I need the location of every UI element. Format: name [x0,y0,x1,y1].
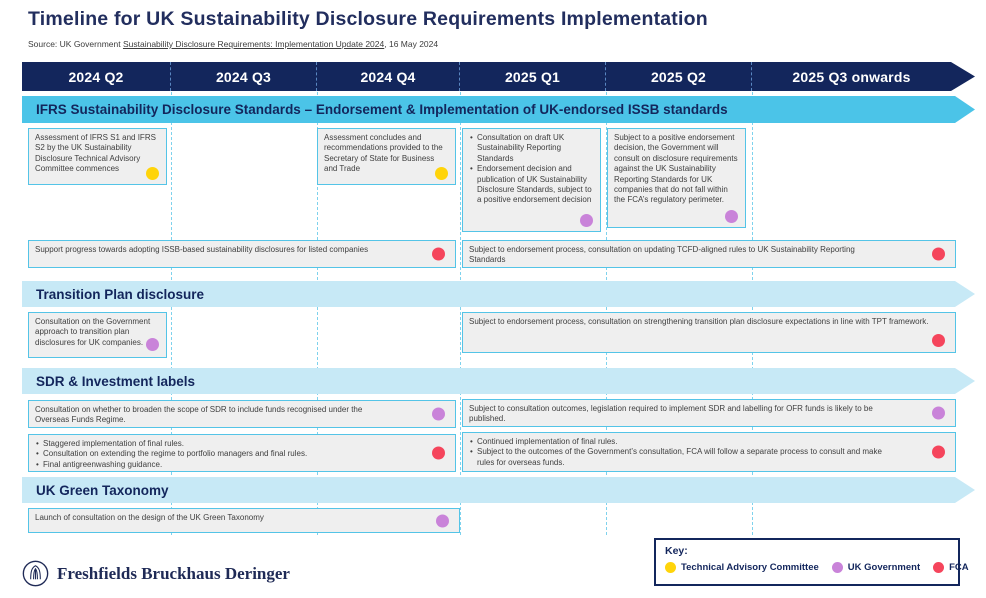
section-band-sdr: SDR & Investment labels [22,368,975,394]
timeline-header-band: 2024 Q2 2024 Q3 2024 Q4 2025 Q1 2025 Q2 … [22,62,975,91]
section-band-transition: Transition Plan disclosure [22,281,975,307]
owner-dot-uk-government [725,210,738,223]
milestone-text: Assessment concludes and recommendations… [324,133,443,174]
milestone-box-ifrs-2025q2: Subject to a positive endorsement decisi… [607,128,746,228]
freshfields-emblem-icon [22,560,49,587]
legend-title: Key: [665,545,688,557]
quarter-header: 2025 Q1 [460,62,606,91]
milestone-text: Support progress towards adopting ISSB-b… [35,245,369,254]
milestone-bar-sdr2-left: Staggered implementation of final rules.… [28,434,456,472]
milestone-bar-sdr2-right: Continued implementation of final rules.… [462,432,956,472]
company-logo: Freshfields Bruckhaus Deringer [22,560,290,587]
milestone-box-transition-2024q2: Consultation on the Government approach … [28,312,167,358]
legend-item-fca: FCA [933,562,969,573]
milestone-bullet: Endorsement decision and publication of … [469,164,594,206]
owner-dot-fca [432,247,445,261]
milestone-text: Subject to a positive endorsement decisi… [614,133,738,205]
milestone-bar-ifrs-right: Subject to endorsement process, consulta… [462,240,956,268]
milestone-bar-sdr1-left: Consultation on whether to broaden the s… [28,400,456,428]
quarter-header: 2024 Q2 [22,62,171,91]
owner-dot-uk-government [146,338,159,351]
milestone-text: Consultation on the Government approach … [35,317,151,347]
legend-label: Technical Advisory Committee [681,562,819,573]
quarter-header: 2025 Q3 onwards [792,68,911,85]
milestone-text: Consultation on whether to broaden the s… [35,405,363,425]
quarter-header: 2024 Q4 [317,62,460,91]
source-prefix: Source: UK Government [28,39,123,49]
quarter-header: 2025 Q2 [606,62,752,91]
milestone-text: Subject to endorsement process, consulta… [469,317,929,326]
legend-key: Key: Technical Advisory Committee UK Gov… [654,538,969,586]
quarter-header: 2024 Q3 [171,62,317,91]
legend-dot-yellow [665,562,676,573]
milestone-bullet: Consultation on extending the regime to … [35,449,449,460]
owner-dot-technical-advisory-committee [435,167,448,180]
milestone-bullet: Continued implementation of final rules. [469,437,949,448]
owner-dot-fca [432,446,445,460]
milestone-text: Assessment of IFRS S1 and IFRS S2 by the… [35,133,156,174]
owner-dot-fca [932,247,945,261]
milestone-box-ifrs-2024q4: Assessment concludes and recommendations… [317,128,456,185]
legend-label: FCA [949,562,969,573]
milestone-text: Subject to consultation outcomes, legisl… [469,404,873,424]
source-line: Source: UK Government Sustainability Dis… [28,39,438,49]
milestone-bar-taxonomy: Launch of consultation on the design of … [28,508,460,533]
owner-dot-uk-government [432,407,445,421]
legend-label: UK Government [847,562,921,573]
milestone-bar-transition-right: Subject to endorsement process, consulta… [462,312,956,353]
milestone-bullet: Subject to the outcomes of the Governmen… [469,447,899,468]
section-band-taxonomy: UK Green Taxonomy [22,477,975,503]
source-suffix: , 16 May 2024 [384,39,439,49]
legend-item-technical-advisory-committee: Technical Advisory Committee [665,562,819,573]
milestone-box-ifrs-2025q1: Consultation on draft UK Sustainability … [462,128,601,232]
owner-dot-uk-government [580,214,593,227]
owner-dot-uk-government [932,406,945,420]
legend-item-uk-government: UK Government [831,562,921,573]
section-band-ifrs: IFRS Sustainability Disclosure Standards… [22,96,975,123]
milestone-bar-ifrs-left: Support progress towards adopting ISSB-b… [28,240,456,268]
legend-row: Technical Advisory Committee UK Governme… [665,562,969,573]
milestone-bar-sdr1-right: Subject to consultation outcomes, legisl… [462,399,956,427]
owner-dot-fca [932,334,945,347]
owner-dot-technical-advisory-committee [146,167,159,180]
milestone-bullet: Final antigreenwashing guidance. [35,460,449,471]
milestone-text: Launch of consultation on the design of … [35,513,264,522]
milestone-text: Subject to endorsement process, consulta… [469,245,855,265]
owner-dot-fca [932,445,945,459]
company-logo-text: Freshfields Bruckhaus Deringer [57,563,290,583]
source-link[interactable]: Sustainability Disclosure Requirements: … [122,39,385,49]
milestone-bullet: Staggered implementation of final rules. [35,439,449,450]
milestone-bullet: Consultation on draft UK Sustainability … [469,133,594,164]
milestone-box-ifrs-2024q2: Assessment of IFRS S1 and IFRS S2 by the… [28,128,167,185]
legend-dot-purple [831,562,843,573]
page-title: Timeline for UK Sustainability Disclosur… [28,8,708,30]
legend-dot-red [933,562,945,573]
owner-dot-uk-government [436,514,449,527]
